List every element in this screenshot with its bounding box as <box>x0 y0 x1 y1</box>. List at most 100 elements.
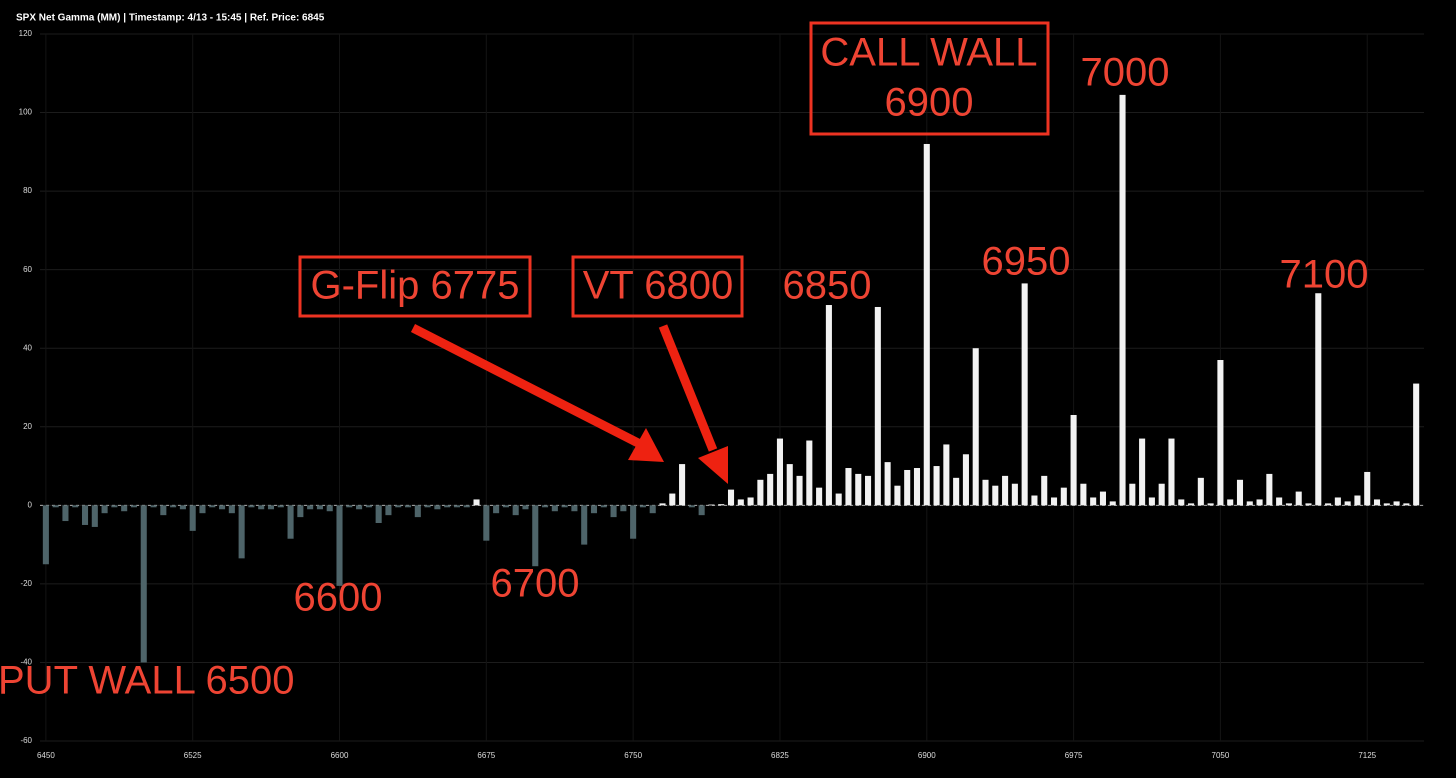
bar <box>1276 497 1283 506</box>
y-tick-label: 60 <box>23 265 32 274</box>
bar <box>52 505 59 508</box>
x-tick-label: 7050 <box>1212 751 1230 760</box>
bar <box>747 497 754 506</box>
arrow-head <box>628 428 664 462</box>
bar <box>767 473 774 506</box>
bar <box>199 505 206 514</box>
y-tick-label: 0 <box>28 500 33 509</box>
bar <box>1178 499 1185 506</box>
bar <box>277 505 284 508</box>
annotation: 6900 <box>885 81 974 125</box>
bar <box>42 505 49 565</box>
y-tick-label: 120 <box>19 29 33 38</box>
bar <box>522 505 529 510</box>
bar <box>1109 501 1116 506</box>
bar <box>307 505 314 510</box>
bar <box>1325 503 1332 506</box>
bar <box>874 306 881 506</box>
x-tick-label: 6825 <box>771 751 789 760</box>
bar <box>1070 414 1077 506</box>
annotation: 6950 <box>982 240 1071 284</box>
annotation: G-Flip 6775 <box>311 264 520 308</box>
bar <box>1236 479 1244 506</box>
bar <box>1080 483 1087 506</box>
annotation: VT 6800 <box>583 264 734 308</box>
bar <box>669 493 676 506</box>
bar <box>1305 503 1312 506</box>
bar <box>796 475 803 506</box>
bar <box>894 485 901 506</box>
bar <box>297 505 304 518</box>
bar <box>923 143 930 506</box>
bar <box>1041 475 1048 506</box>
bar <box>727 489 735 506</box>
bar <box>170 505 177 508</box>
bar <box>1373 499 1381 506</box>
x-tick-label: 6600 <box>331 751 349 760</box>
bar <box>688 505 695 508</box>
bar <box>385 505 392 516</box>
annotation: PUT WALL 6500 <box>0 659 294 703</box>
bar <box>1158 483 1165 506</box>
gflip-box <box>298 255 532 318</box>
bar <box>1383 503 1390 506</box>
bar <box>326 505 333 512</box>
bar <box>130 505 137 508</box>
x-tick-label: 7125 <box>1358 751 1376 760</box>
bar <box>962 454 969 506</box>
arrow-shaft <box>410 323 643 449</box>
bars <box>42 94 1420 663</box>
annotation: 6850 <box>783 264 872 308</box>
bar <box>737 499 744 506</box>
annotations: CALL WALL 6900 7000 G-Flip 6775 VT 6800 6850 6… <box>0 31 1368 703</box>
bar <box>365 505 372 508</box>
x-tick-label: 6450 <box>37 751 55 760</box>
annotation: CALL WALL <box>820 31 1037 75</box>
bar <box>620 505 627 512</box>
bar <box>512 505 519 516</box>
bar <box>718 504 725 506</box>
y-tick-label: -60 <box>20 736 32 745</box>
arrows <box>410 323 728 484</box>
bar <box>972 348 979 506</box>
bar <box>1021 283 1028 506</box>
bar <box>679 464 686 506</box>
call-wall-box <box>809 21 1050 136</box>
bar <box>835 493 842 506</box>
bar <box>1119 94 1126 506</box>
bar <box>404 505 412 508</box>
bar <box>708 504 715 506</box>
bar <box>228 505 235 514</box>
bar <box>248 505 255 508</box>
bar <box>571 505 578 512</box>
annotation-boxes <box>298 21 1050 318</box>
bar <box>150 505 157 508</box>
annotation: 7000 <box>1081 51 1170 95</box>
bar <box>219 505 226 510</box>
bar <box>111 505 118 508</box>
bar <box>1403 503 1410 506</box>
bar <box>81 505 89 525</box>
bar <box>121 505 128 512</box>
bar <box>825 305 832 506</box>
bar <box>855 473 862 506</box>
bar <box>1002 475 1009 506</box>
annotation: 6700 <box>491 562 580 606</box>
bar <box>639 505 646 508</box>
y-tick-label: 40 <box>23 343 32 352</box>
bar <box>1334 497 1341 506</box>
x-tick-label: 6975 <box>1065 751 1083 760</box>
bar <box>786 464 793 506</box>
bar <box>659 503 666 506</box>
y-tick-label: -20 <box>20 579 32 588</box>
bar <box>414 505 421 518</box>
bar <box>1256 499 1263 506</box>
bar <box>1315 293 1322 506</box>
bar <box>287 505 294 539</box>
bar <box>698 505 705 516</box>
bar <box>816 487 823 506</box>
bar <box>1168 438 1175 506</box>
x-tick-label: 6750 <box>624 751 642 760</box>
